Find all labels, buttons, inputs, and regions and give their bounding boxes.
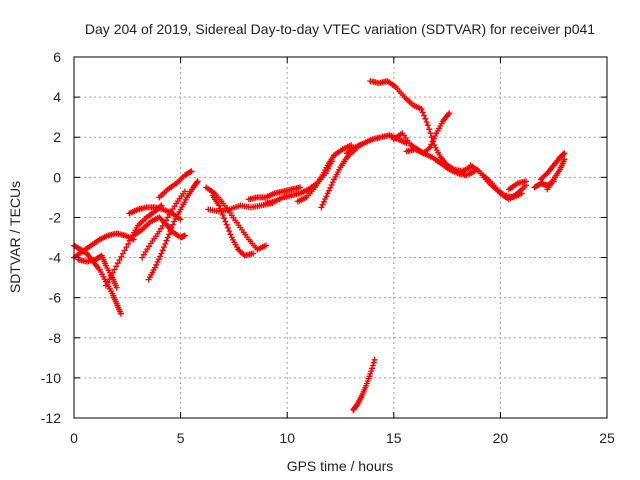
data-series-arc-22 (418, 106, 474, 175)
plot-frame (73, 56, 608, 419)
data-point-markers (294, 142, 355, 205)
data-series-arc-13 (245, 184, 303, 203)
data-point-markers (537, 150, 568, 183)
y-axis-label: SDTVAR / TECUs (7, 181, 23, 293)
y-tick-label: -12 (41, 410, 61, 426)
x-tick-label: 25 (599, 430, 615, 446)
data-point-markers (209, 192, 257, 259)
x-axis-label: GPS time / hours (287, 458, 394, 474)
data-series-arc-6 (126, 204, 184, 223)
data-series-arc-15 (294, 142, 355, 205)
data-layer (71, 78, 568, 413)
data-point-markers (367, 78, 425, 113)
data-series-arc-24 (480, 172, 529, 203)
data-point-markers (505, 178, 529, 193)
y-tick-label: 4 (53, 89, 61, 105)
y-tick-label: -4 (49, 250, 62, 266)
data-series-arc-18 (350, 356, 378, 413)
data-series-arc-11 (209, 192, 257, 259)
chart-title: Day 204 of 2019, Sidereal Day-to-day VTE… (85, 21, 595, 37)
x-tick-label: 5 (177, 430, 185, 446)
y-tick-label: 6 (53, 49, 61, 65)
data-series-arc-9 (139, 188, 188, 261)
data-point-markers (544, 156, 568, 193)
y-tick-label: -2 (49, 209, 62, 225)
x-tick-label: 15 (386, 430, 402, 446)
x-tick-label: 0 (70, 430, 78, 446)
data-point-markers (126, 204, 184, 223)
data-series-arc-25 (505, 178, 529, 193)
data-point-markers (139, 188, 188, 261)
data-series-arc-10 (203, 184, 269, 253)
y-tick-label: -6 (49, 290, 62, 306)
x-tick-label: 10 (279, 430, 295, 446)
data-series-arc-19 (367, 78, 425, 113)
y-tick-label: -8 (49, 330, 62, 346)
data-point-markers (203, 184, 269, 253)
data-point-markers (418, 106, 474, 175)
y-tick-label: 0 (53, 169, 61, 185)
y-tick-label: -10 (41, 370, 61, 386)
data-point-markers (156, 168, 195, 201)
y-tick-label: 2 (53, 129, 61, 145)
data-point-markers (350, 356, 378, 413)
data-series-arc-28 (544, 156, 568, 193)
grid (74, 57, 607, 418)
x-tick-label: 20 (493, 430, 509, 446)
data-point-markers (480, 172, 529, 203)
data-series-arc-8 (156, 168, 195, 201)
data-point-markers (245, 184, 303, 203)
data-series-arc-27 (537, 150, 568, 183)
